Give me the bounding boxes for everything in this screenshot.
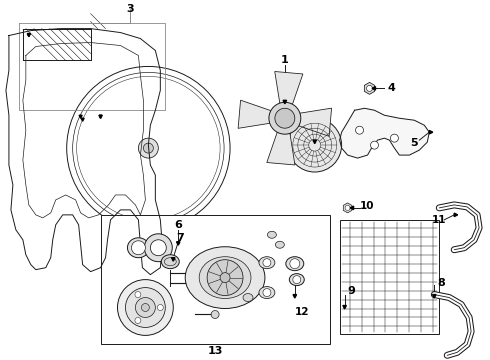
- Text: 8: 8: [438, 278, 445, 288]
- Polygon shape: [429, 130, 433, 134]
- Ellipse shape: [268, 231, 276, 238]
- Circle shape: [145, 234, 172, 262]
- Ellipse shape: [275, 241, 284, 248]
- Polygon shape: [27, 33, 30, 37]
- Text: 3: 3: [126, 4, 134, 14]
- Polygon shape: [433, 294, 436, 298]
- Text: 7: 7: [176, 233, 184, 243]
- Circle shape: [288, 118, 342, 172]
- Polygon shape: [350, 206, 354, 210]
- Text: 9: 9: [347, 285, 356, 296]
- Polygon shape: [238, 100, 271, 128]
- Polygon shape: [454, 213, 458, 217]
- Polygon shape: [340, 108, 429, 158]
- Circle shape: [125, 288, 165, 328]
- Circle shape: [367, 85, 372, 91]
- Polygon shape: [343, 203, 352, 213]
- Circle shape: [144, 143, 153, 153]
- Text: 10: 10: [360, 201, 375, 211]
- Circle shape: [150, 240, 166, 256]
- Ellipse shape: [289, 274, 304, 285]
- Polygon shape: [81, 118, 84, 121]
- Circle shape: [157, 305, 163, 310]
- Circle shape: [293, 276, 301, 284]
- Polygon shape: [99, 115, 102, 118]
- Ellipse shape: [259, 287, 275, 298]
- Polygon shape: [99, 115, 102, 118]
- Ellipse shape: [199, 257, 251, 298]
- Circle shape: [356, 126, 364, 134]
- Circle shape: [370, 141, 378, 149]
- Polygon shape: [343, 306, 346, 309]
- Bar: [100, 215, 330, 345]
- Ellipse shape: [127, 238, 149, 258]
- Ellipse shape: [161, 255, 179, 269]
- Text: 5: 5: [411, 138, 418, 148]
- Circle shape: [135, 292, 141, 298]
- Ellipse shape: [259, 257, 275, 269]
- Circle shape: [135, 318, 141, 323]
- Polygon shape: [372, 87, 375, 90]
- Circle shape: [269, 102, 301, 134]
- Polygon shape: [267, 132, 295, 165]
- Polygon shape: [293, 294, 296, 298]
- Bar: [340, 220, 439, 334]
- Text: 11: 11: [432, 215, 446, 225]
- Text: 13: 13: [207, 346, 223, 356]
- Circle shape: [131, 241, 146, 255]
- Polygon shape: [79, 115, 82, 118]
- Text: 2: 2: [316, 118, 323, 128]
- Ellipse shape: [185, 247, 265, 309]
- Text: 1: 1: [281, 55, 289, 66]
- Polygon shape: [283, 100, 287, 104]
- Text: 6: 6: [174, 220, 182, 230]
- Polygon shape: [176, 242, 180, 245]
- Circle shape: [142, 303, 149, 311]
- Text: 4: 4: [388, 84, 395, 93]
- Circle shape: [391, 134, 398, 142]
- Polygon shape: [365, 82, 375, 94]
- Circle shape: [275, 108, 295, 128]
- Polygon shape: [275, 72, 303, 104]
- Ellipse shape: [243, 293, 253, 302]
- Circle shape: [118, 280, 173, 336]
- Circle shape: [207, 260, 243, 296]
- Circle shape: [263, 289, 271, 297]
- Circle shape: [345, 206, 350, 210]
- Circle shape: [138, 138, 158, 158]
- Polygon shape: [313, 140, 317, 144]
- Circle shape: [211, 310, 219, 319]
- Polygon shape: [299, 108, 332, 136]
- Circle shape: [263, 259, 271, 267]
- Polygon shape: [27, 33, 30, 37]
- Polygon shape: [172, 258, 175, 261]
- Text: 12: 12: [294, 307, 309, 318]
- Ellipse shape: [286, 257, 304, 271]
- Circle shape: [135, 298, 155, 318]
- Circle shape: [290, 259, 300, 269]
- Circle shape: [220, 273, 230, 283]
